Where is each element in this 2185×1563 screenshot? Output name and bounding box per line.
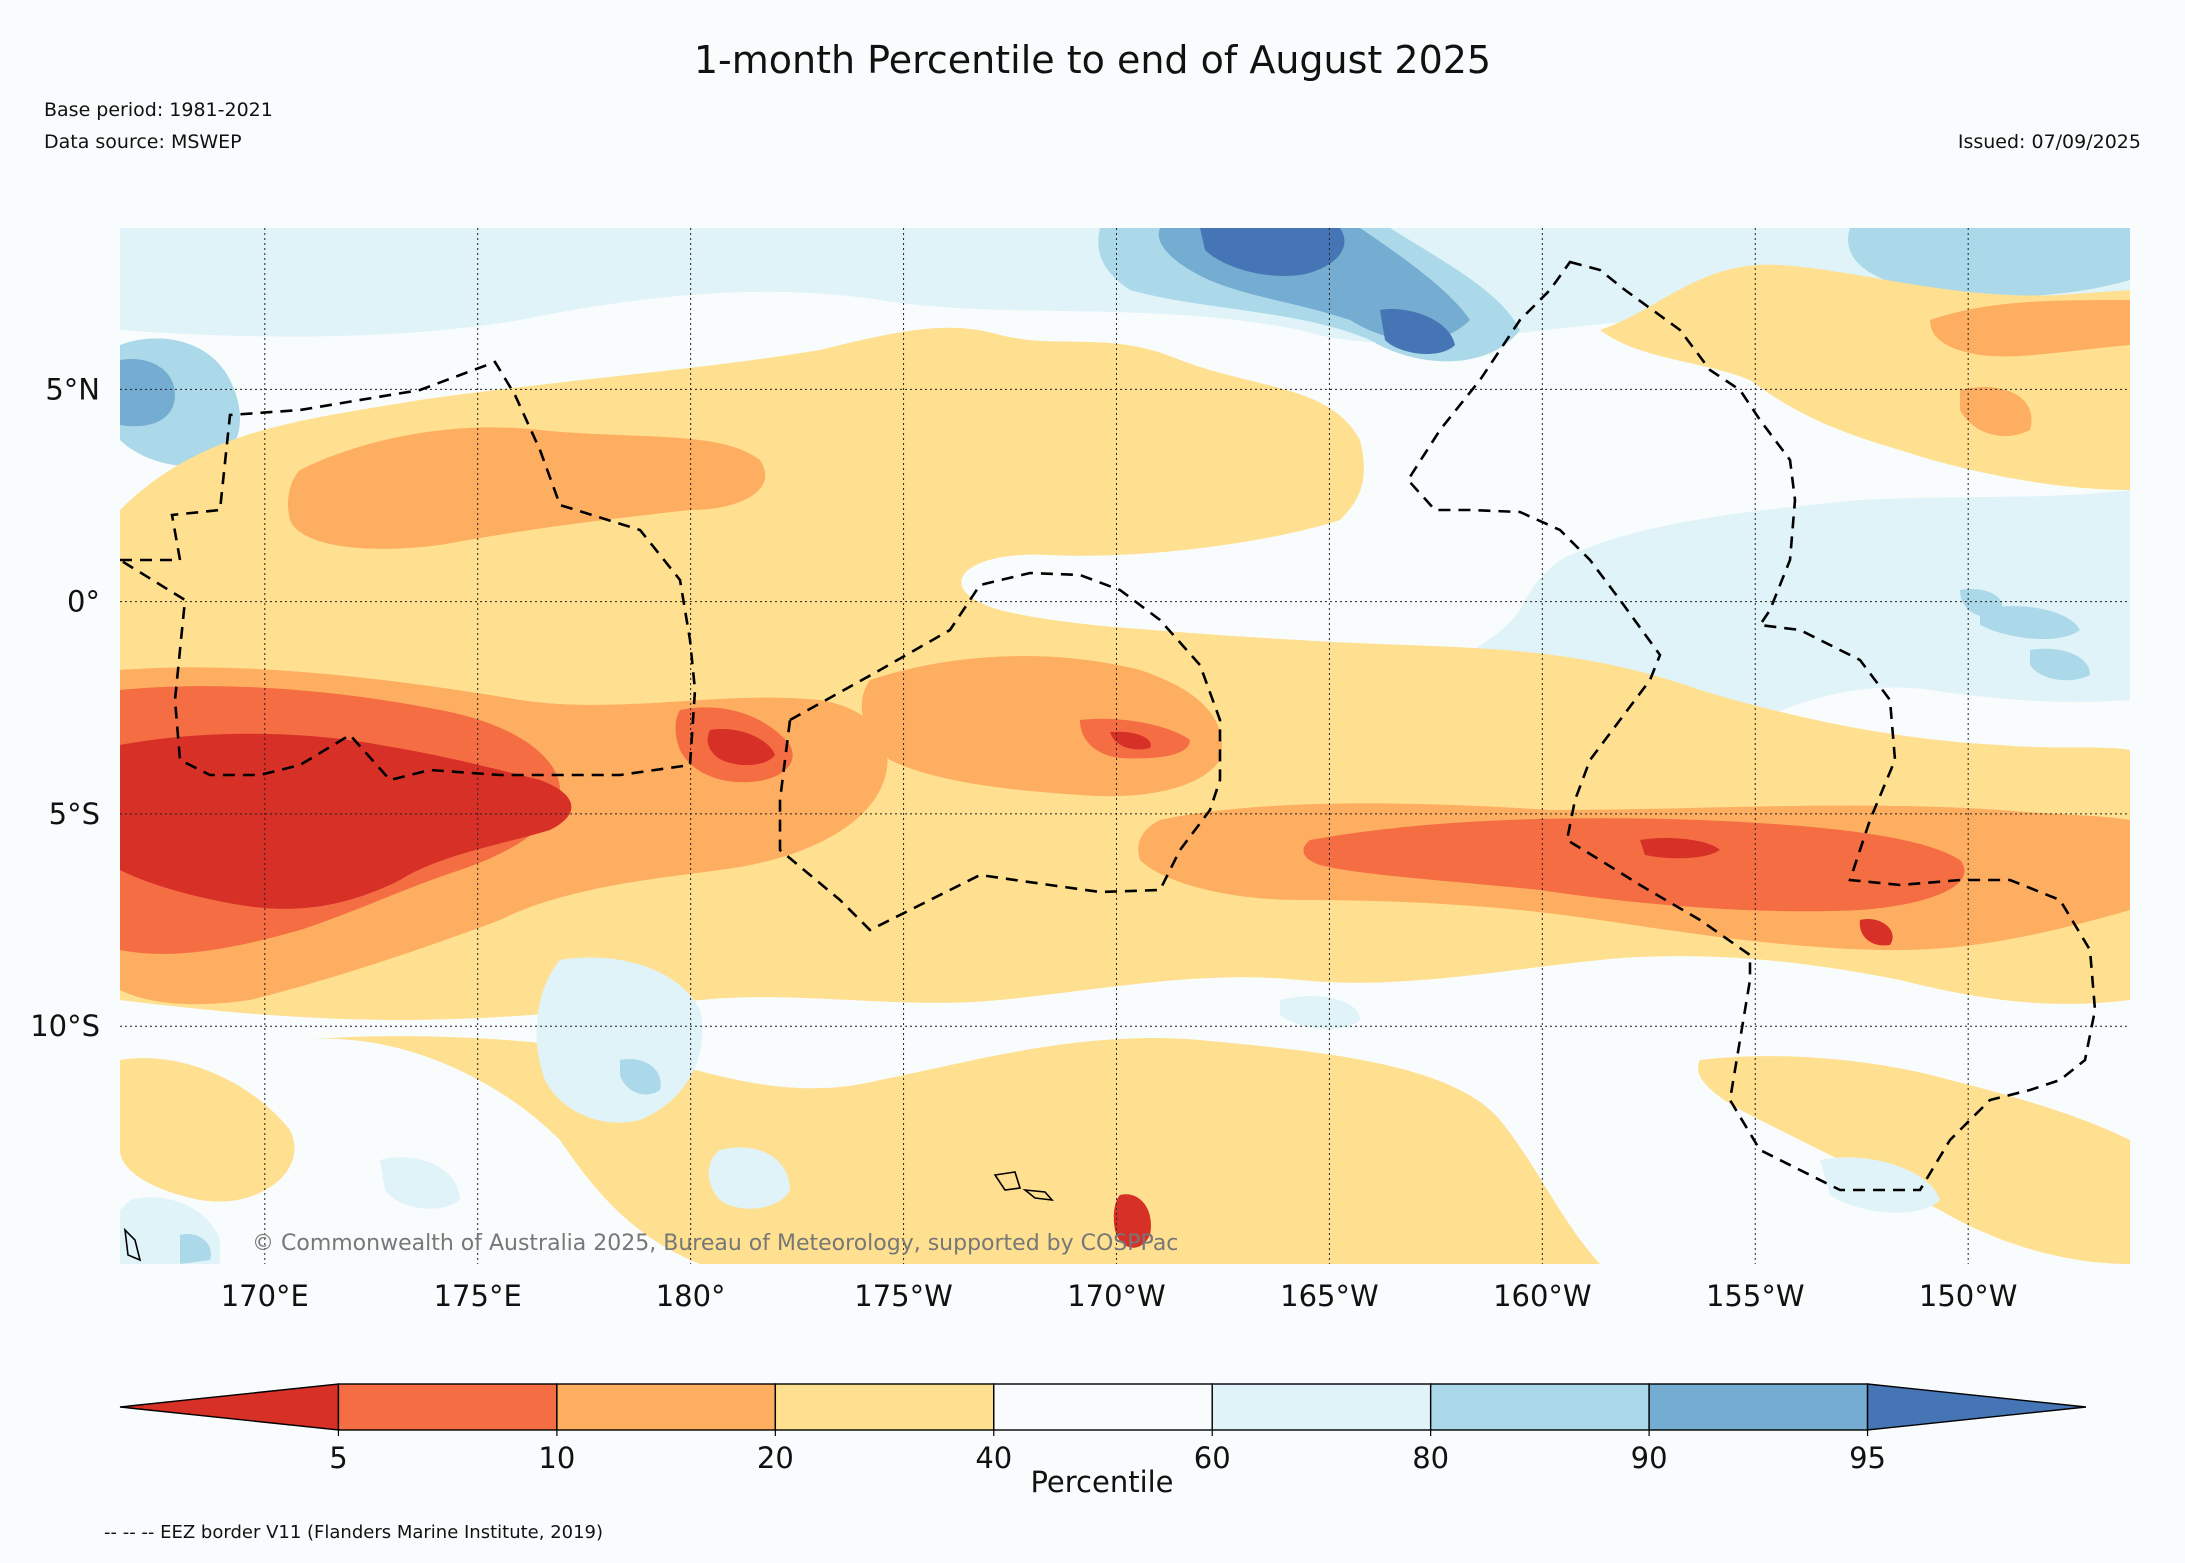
eez-border-tuvalu-tokelau — [778, 571, 1222, 932]
colorbar-tick-label: 90 — [1631, 1441, 1668, 1475]
y-tick-label: 5°N — [45, 372, 100, 406]
colorbar-tick-label: 5 — [329, 1441, 347, 1475]
y-tick-label: 10°S — [30, 1009, 100, 1043]
x-tick-label: 155°W — [1706, 1279, 1805, 1313]
graticule — [120, 228, 2130, 1264]
extremely-dry-center — [707, 729, 1151, 766]
data-source: Data source: MSWEP — [44, 131, 242, 153]
eez-borders — [120, 260, 2097, 1192]
colorbar-tick-label: 80 — [1412, 1441, 1449, 1475]
x-tick-label: 170°W — [1067, 1279, 1166, 1313]
map-field: © Commonwealth of Australia 2025, Bureau… — [120, 228, 2130, 1264]
dry-moderate-center — [861, 656, 1222, 797]
colorbar-segment — [337, 1383, 558, 1431]
colorbar-segment — [556, 1383, 777, 1431]
island-b — [1022, 1188, 1054, 1202]
colorbar-segment — [993, 1383, 1213, 1431]
map-title: 1-month Percentile to end of August 2025 — [693, 38, 1492, 82]
y-tick-label: 5°S — [49, 797, 100, 831]
x-tick-label: 175°E — [434, 1279, 522, 1313]
wet-patch-north-center-core — [1200, 228, 1455, 355]
colorbar-tick-label: 40 — [975, 1441, 1012, 1475]
island-a — [993, 1171, 1022, 1191]
x-tick-label: 180° — [656, 1279, 726, 1313]
x-tick-label: 175°W — [854, 1279, 953, 1313]
colorbar-tick-label: 95 — [1849, 1441, 1886, 1475]
colorbar: 5 10 20 40 60 80 90 95 — [119, 1383, 2087, 1475]
colorbar-tick-label: 20 — [757, 1441, 794, 1475]
colorbar-segment — [1429, 1383, 1650, 1431]
dry-patch-northeast — [1930, 300, 2130, 437]
colorbar-segment — [1648, 1383, 1869, 1431]
island-outlines — [123, 1171, 1054, 1262]
colorbar-arrow-high — [1866, 1383, 2087, 1431]
wet-patches-south — [120, 957, 1940, 1264]
colorbar-label: Percentile — [1030, 1465, 1173, 1499]
y-axis-labels: 5°N 0° 5°S 10°S — [30, 372, 100, 1043]
x-tick-label: 170°E — [221, 1279, 309, 1313]
eez-footnote: -- -- -- EEZ border V11 (Flanders Marine… — [104, 1522, 604, 1543]
wet-patch-northwest-core — [120, 359, 175, 427]
y-tick-label: 0° — [67, 585, 100, 619]
dry-patch-southwest — [120, 1058, 295, 1202]
dry-patch-north-upper — [288, 427, 766, 549]
x-tick-label: 165°W — [1280, 1279, 1379, 1313]
wet-patch-northeast — [1848, 228, 2130, 297]
copyright-notice: © Commonwealth of Australia 2025, Bureau… — [252, 1231, 1178, 1256]
island-c — [123, 1227, 142, 1262]
colorbar-tick-label: 60 — [1194, 1441, 1231, 1475]
x-tick-label: 160°W — [1493, 1279, 1592, 1313]
base-period: Base period: 1981-2021 — [44, 99, 273, 121]
x-tick-label: 150°W — [1919, 1279, 2018, 1313]
dry-patch-southeast — [1698, 1056, 2130, 1264]
issued-date: Issued: 07/09/2025 — [1957, 131, 2141, 153]
colorbar-tick-label: 10 — [538, 1441, 575, 1475]
x-axis-labels: 170°E 175°E 180° 175°W 170°W 165°W 160°W 155°W 1… — [221, 1279, 2018, 1313]
very-dry-east — [1303, 818, 1965, 912]
colorbar-arrow-low — [119, 1383, 340, 1431]
eez-border-kiribati-gilberts — [120, 360, 697, 782]
extremely-dry-west — [120, 733, 572, 909]
eez-border-line-islands — [1406, 260, 2097, 1192]
colorbar-segment — [1211, 1383, 1432, 1431]
colorbar-segment — [774, 1383, 995, 1431]
